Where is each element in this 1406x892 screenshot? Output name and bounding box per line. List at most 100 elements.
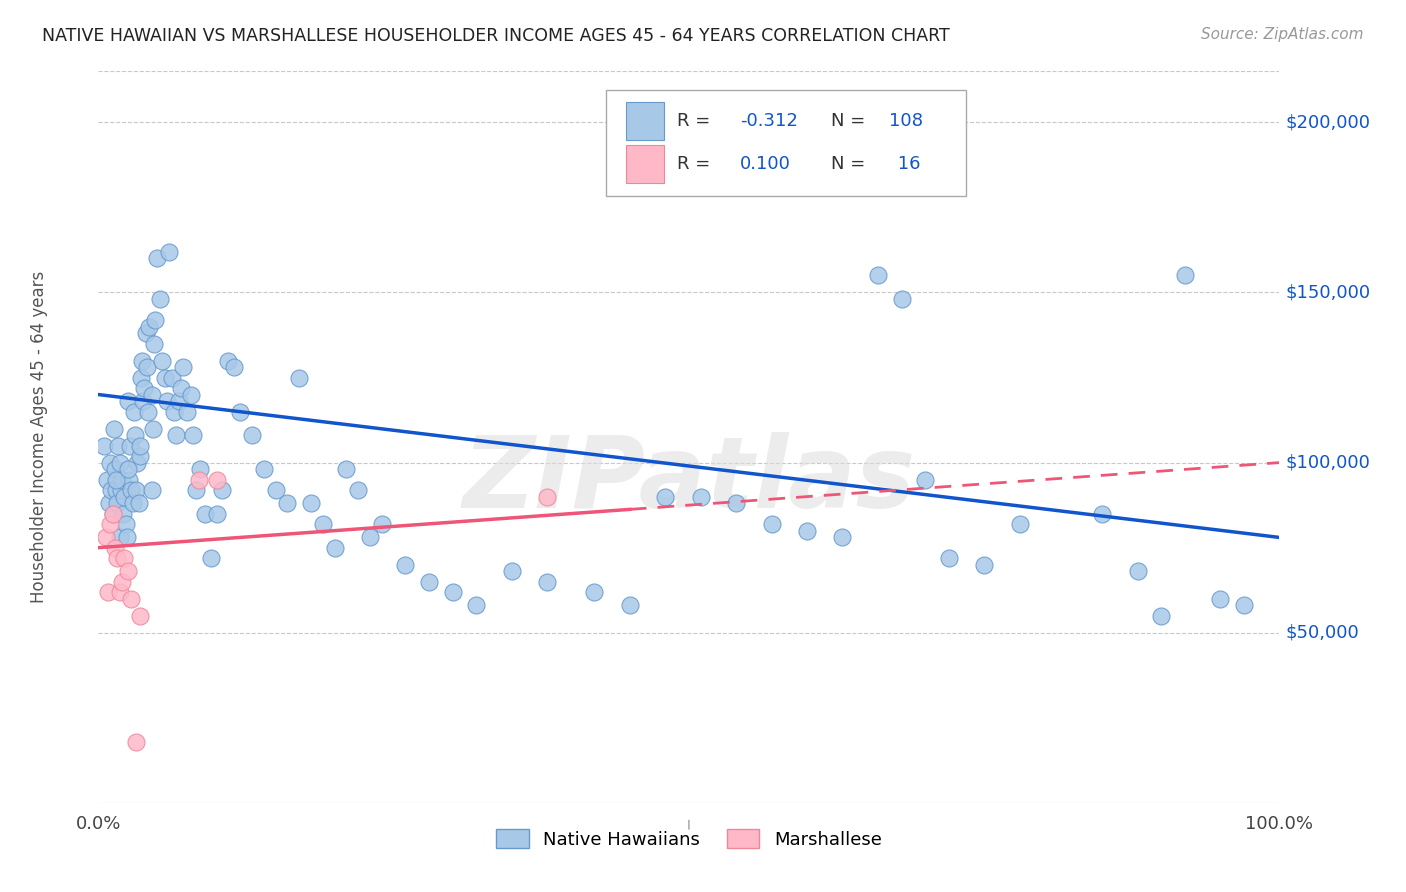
Point (96, 473, 118, 487)
Point (1091, 507, 1114, 521)
Point (1209, 591, 1232, 606)
Point (359, 531, 381, 545)
Text: Source: ZipAtlas.com: Source: ZipAtlas.com (1201, 27, 1364, 42)
Point (121, 483, 143, 497)
Point (121, 496, 143, 510)
Point (335, 462, 357, 476)
Point (299, 496, 322, 510)
Point (128, 496, 150, 510)
Point (689, 490, 711, 504)
Point (117, 565, 139, 579)
Point (167, 394, 190, 409)
Text: -0.312: -0.312 (740, 112, 797, 130)
Point (914, 473, 936, 487)
Point (111, 574, 134, 589)
Point (143, 312, 166, 326)
Point (142, 421, 165, 435)
Point (194, 507, 217, 521)
Point (112, 550, 135, 565)
Point (501, 565, 523, 579)
Point (224, 360, 246, 375)
Point (831, 531, 853, 545)
Point (619, 599, 641, 613)
Point (181, 428, 204, 442)
Point (125, 483, 148, 497)
Point (938, 550, 960, 565)
Point (205, 473, 228, 487)
Point (153, 370, 176, 384)
Point (115, 531, 138, 545)
Point (536, 574, 558, 589)
Point (117, 394, 139, 409)
Point (94, 531, 117, 545)
Text: 108: 108 (889, 112, 922, 130)
Point (240, 428, 263, 442)
Point (107, 439, 129, 453)
Text: $200,000: $200,000 (1285, 113, 1371, 131)
Point (157, 244, 180, 259)
Point (131, 353, 153, 368)
Point (1150, 608, 1173, 623)
Point (394, 558, 416, 572)
Point (98, 496, 121, 510)
Point (172, 360, 194, 375)
Point (100, 483, 122, 497)
Point (103, 421, 125, 435)
Point (129, 370, 152, 384)
Point (125, 734, 148, 748)
Point (163, 404, 186, 418)
Point (138, 319, 160, 334)
Point (890, 293, 912, 307)
Point (1233, 599, 1256, 613)
Point (160, 370, 183, 384)
Point (122, 404, 145, 418)
Point (312, 516, 335, 531)
Text: $50,000: $50,000 (1285, 624, 1360, 641)
Point (98, 456, 121, 470)
Point (108, 531, 131, 545)
Point (465, 599, 488, 613)
Point (1008, 516, 1031, 531)
FancyBboxPatch shape (606, 90, 966, 195)
Point (93, 439, 115, 453)
Point (229, 404, 252, 418)
Text: N =: N = (831, 112, 870, 130)
Point (1174, 268, 1197, 283)
Point (288, 370, 311, 384)
Point (141, 387, 163, 401)
Point (156, 394, 179, 409)
Text: N =: N = (831, 154, 870, 172)
Point (136, 404, 159, 418)
Point (121, 591, 143, 606)
Point (149, 293, 172, 307)
Point (128, 608, 150, 623)
Point (105, 550, 128, 565)
Point (536, 490, 558, 504)
Point (146, 252, 169, 266)
Text: Householder Income Ages 45 - 64 years: Householder Income Ages 45 - 64 years (31, 271, 48, 603)
Point (276, 496, 298, 510)
Point (418, 574, 440, 589)
Text: ZIPatlas: ZIPatlas (463, 433, 915, 530)
Point (371, 516, 394, 531)
Text: 16: 16 (891, 154, 921, 172)
Point (128, 449, 150, 463)
Point (98, 516, 121, 531)
FancyBboxPatch shape (626, 145, 664, 183)
Point (796, 524, 818, 538)
Point (118, 473, 141, 487)
FancyBboxPatch shape (626, 102, 664, 140)
Point (117, 462, 139, 476)
Text: $150,000: $150,000 (1285, 284, 1371, 301)
Point (253, 462, 276, 476)
Point (1126, 565, 1149, 579)
Text: R =: R = (678, 154, 716, 172)
Point (135, 326, 157, 341)
Text: 0.100: 0.100 (740, 154, 790, 172)
Point (200, 550, 222, 565)
Point (187, 473, 209, 487)
Legend: Native Hawaiians, Marshallese: Native Hawaiians, Marshallese (489, 822, 889, 856)
Point (105, 473, 128, 487)
Point (180, 387, 202, 401)
Point (176, 404, 198, 418)
